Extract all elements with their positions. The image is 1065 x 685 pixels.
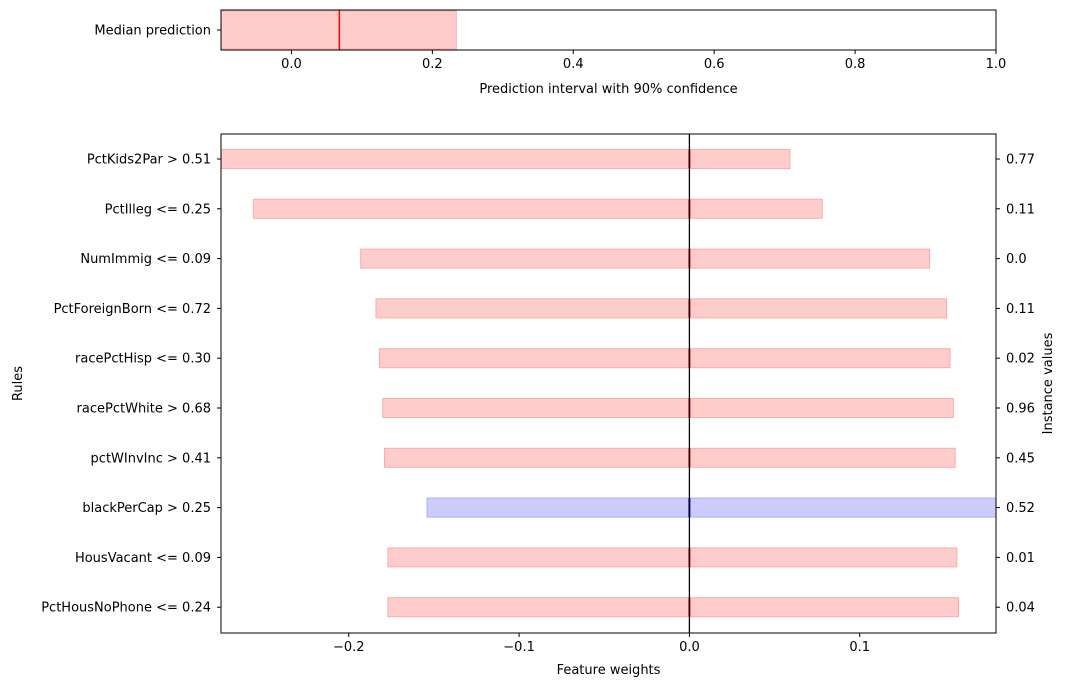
instance-value-label: 0.11 [1006,302,1035,317]
weight-bar [375,298,948,319]
instance-value-label: 0.11 [1006,202,1035,217]
main-x-tick-label: 0.1 [849,640,870,655]
instance-value-label: 0.77 [1006,153,1035,168]
top-x-tick-label: 0.4 [563,57,584,72]
instance-values-axis-title: Instance values [1041,332,1056,434]
top-x-tick-label: 0.2 [422,57,443,72]
rule-label: PctIlleg <= 0.25 [105,202,211,217]
top-x-tick-label: 1.0 [986,57,1007,72]
main-x-tick-label: 0.0 [679,640,700,655]
rule-label: racePctHisp <= 0.30 [75,352,211,367]
main-x-tick-label: −0.2 [333,640,365,655]
instance-value-label: 0.52 [1006,501,1035,516]
weight-bar [384,447,956,468]
rule-label: PctHousNoPhone <= 0.24 [41,601,211,616]
weight-bar [252,198,823,219]
rule-label: racePctWhite > 0.68 [77,402,211,417]
instance-value-label: 0.96 [1006,402,1035,417]
rule-label: NumImmig <= 0.09 [80,252,211,267]
rule-label: pctWInvInc > 0.41 [91,451,211,466]
rule-label: blackPerCap > 0.25 [82,501,211,516]
rule-label: HousVacant <= 0.09 [75,551,211,566]
main-x-tick-label: −0.1 [503,640,535,655]
weight-bar [387,547,958,568]
weight-bar [426,497,997,518]
top-x-tick-label: 0.8 [845,57,866,72]
main-axes-frame [220,133,997,634]
prediction-interval-panel: 0.0 0.2 0.4 0.6 0.8 1.0 Median prediction Predi… [94,9,1007,97]
weight-bar [382,398,954,418]
weight-bar [220,149,791,169]
top-y-tick-label: Median prediction [94,24,211,39]
instance-value-label: 0.0 [1006,252,1027,267]
rules-axis-title: Rules [11,366,26,401]
top-x-tick-label: 0.0 [281,57,302,72]
top-x-axis-title: Prediction interval with 90% confidence [479,82,737,97]
weight-bar [378,348,951,369]
weight-bar [360,248,931,269]
instance-value-label: 0.45 [1006,451,1035,466]
top-x-tick-label: 0.6 [704,57,725,72]
rule-label: PctForeignBorn <= 0.72 [54,302,211,317]
instance-value-label: 0.04 [1006,601,1035,616]
instance-value-label: 0.01 [1006,551,1035,566]
rule-label: PctKids2Par > 0.51 [87,153,211,168]
instance-value-label: 0.02 [1006,352,1035,367]
feature-weights-panel: PctKids2Par > 0.51 0.77 PctIlleg <= 0.25 0.… [11,133,1056,678]
weight-bar [387,597,960,618]
main-x-axis-title: Feature weights [557,663,661,678]
